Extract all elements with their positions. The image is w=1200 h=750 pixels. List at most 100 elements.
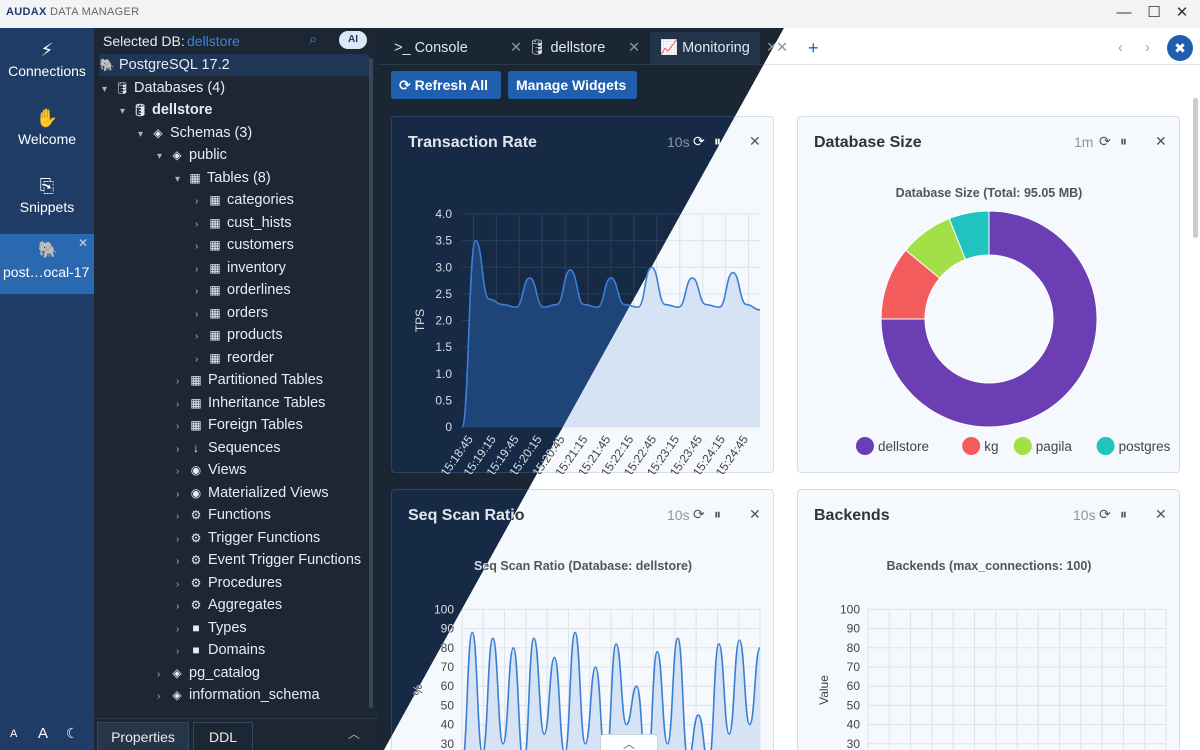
refresh-icon[interactable]: ⟳ [693,133,705,149]
layers-icon: ◈ [172,666,182,680]
tree-server[interactable]: 🐘 PostgreSQL 17.2 [99,54,369,76]
rail-connections[interactable]: ⚡ Connections [0,40,94,79]
rail-snippets[interactable]: ⎘ Snippets [0,176,94,215]
chevron-up-icon[interactable]: ︿ [348,727,361,741]
tree-sequences[interactable]: › ↓ Sequences [176,437,281,459]
tree-materialized-views[interactable]: › ◉ Materialized Views [176,482,329,504]
tree-schemas[interactable]: ▾ ◈ Schemas (3) [138,122,252,144]
tree-schema-public[interactable]: ▾ ◈ public [157,144,227,166]
tree-db-dellstore[interactable]: ▾ 🛢 dellstore [120,99,212,121]
tree-table-inventory[interactable]: › ▦ inventory [195,257,286,279]
close-card-icon[interactable]: ✕ [1155,133,1167,149]
main-scrollbar[interactable] [1193,98,1198,238]
pause-icon[interactable]: ⏸ [714,133,721,149]
refresh-icon[interactable]: ⟳ [693,506,705,522]
tree-types[interactable]: › ■ Types [176,617,247,639]
tree-schema-pg-catalog[interactable]: › ◈ pg_catalog [157,662,260,684]
database-icon: 🛢 [528,40,547,56]
font-decrease-button[interactable]: A [10,728,18,740]
tree-node-label: Domains [208,642,266,658]
tree-functions[interactable]: › ⚙ Functions [176,504,271,526]
refresh-icon: ⟳ [399,77,411,93]
tree-foreign-tables[interactable]: › ▦ Foreign Tables [176,414,303,436]
refresh-all-button[interactable]: ⟳ Refresh All [391,71,501,99]
y-tick-label: 40 [441,718,455,732]
tree-node-label: categories [227,192,294,208]
gear-icon: ⚙ [190,508,202,522]
chart-title: Backends (max_connections: 100) [887,559,1092,573]
left-rail: ⚡ Connections ✋ Welcome ⎘ Snippets 🐘 ✕ p… [0,28,94,750]
selected-db-value[interactable]: dellstore [187,33,240,49]
manage-widgets-button[interactable]: Manage Widgets [508,71,637,99]
tab-console[interactable]: >_ Console✕ [394,40,523,56]
tree-table-products[interactable]: › ▦ products [195,324,283,346]
refresh-interval[interactable]: 10s [667,134,690,150]
tree-table-reorder[interactable]: › ▦ reorder [195,347,274,369]
pause-icon[interactable]: ⏸ [1120,506,1127,522]
y-tick-label: 60 [847,679,861,693]
close-card-icon[interactable]: ✕ [749,133,761,149]
refresh-interval[interactable]: 10s [1073,507,1096,523]
pause-icon[interactable]: ⏸ [1120,133,1127,149]
tree-trigger-functions[interactable]: › ⚙ Trigger Functions [176,527,320,549]
close-card-icon[interactable]: ✕ [1155,506,1167,522]
table-icon: ▦ [209,328,221,342]
y-tick-label: 70 [441,660,455,674]
refresh-icon[interactable]: ⟳ [1099,133,1111,149]
y-tick-label: 90 [847,622,861,636]
close-connection-icon[interactable]: ✕ [77,236,88,250]
tab-ddl[interactable]: DDL [193,722,253,750]
legend-label: pagila [1036,439,1073,454]
tree-tables[interactable]: ▾ ▦ Tables (8) [175,167,271,189]
legend-swatch [962,437,981,455]
tree-table-orderlines[interactable]: › ▦ orderlines [195,279,291,301]
tools-icon[interactable]: ✖ [1167,35,1193,61]
tree-node-label: Partitioned Tables [208,372,324,388]
chevron-left-icon[interactable]: ‹ [1118,40,1123,56]
maximize-icon[interactable]: ☐ [1147,4,1161,21]
tab-properties[interactable]: Properties [97,722,189,750]
tree-aggregates[interactable]: › ⚙ Aggregates [176,594,282,616]
database-size-card: Database Size 1m ⟳ ⏸ ✕ Database Size (To… [797,116,1180,473]
tree-inheritance-tables[interactable]: › ▦ Inheritance Tables [176,392,325,414]
tree-databases[interactable]: ▾ 🛢 Databases (4) [102,77,225,99]
tree-views[interactable]: › ◉ Views [176,459,246,481]
tree-table-categories[interactable]: › ▦ categories [195,189,294,211]
tab-dellstore[interactable]: 🛢 dellstore✕ [528,40,641,56]
refresh-interval[interactable]: 10s [667,507,690,523]
table-icon: ▦ [209,305,221,320]
search-icon[interactable]: ⌕ [309,31,318,48]
card-title: Backends [814,507,890,524]
close-window-icon[interactable]: ✕ [1175,4,1189,21]
tree-scrollbar[interactable] [369,58,373,708]
tab-monitoring[interactable]: 📈 Monitoring✕ [650,32,778,64]
table-icon: ▦ [190,418,202,432]
rail-welcome[interactable]: ✋ Welcome [0,108,94,147]
legend-swatch [1013,437,1032,455]
close-card-icon[interactable]: ✕ [749,506,761,522]
font-increase-button[interactable]: A [38,725,49,742]
wave-hand-icon: ✋ [35,108,59,128]
tree-procedures[interactable]: › ⚙ Procedures [176,572,282,594]
tree-table-customers[interactable]: › ▦ customers [195,234,294,256]
tree-table-cust_hists[interactable]: › ▦ cust_hists [195,212,291,234]
moon-icon[interactable]: ☾ [66,725,79,741]
y-tick-label: 2.5 [435,287,452,301]
tree-schema-information-schema[interactable]: › ◈ information_schema [157,684,320,706]
tree-partitioned-tables[interactable]: › ▦ Partitioned Tables [176,369,323,391]
refresh-icon[interactable]: ⟳ [1099,506,1111,522]
ai-toggle-icon[interactable]: AI [339,31,367,49]
minimize-icon[interactable]: — [1116,4,1132,21]
y-tick-label: 100 [434,602,454,616]
chevron-up-icon[interactable]: ︿ [600,734,658,750]
new-tab-button[interactable]: + [808,38,819,58]
tree-domains[interactable]: › ■ Domains [176,639,265,661]
refresh-interval[interactable]: 1m [1074,134,1094,150]
button-label: Manage Widgets [516,77,627,93]
chevron-right-icon[interactable]: › [1145,40,1150,56]
card-title: Seq Scan Ratio [408,507,525,524]
rail-connection-postgres[interactable]: 🐘 ✕ post…ocal-17 [0,234,94,294]
tree-event-trigger-functions[interactable]: › ⚙ Event Trigger Functions [176,549,361,571]
tree-table-orders[interactable]: › ▦ orders [195,302,268,324]
pause-icon[interactable]: ⏸ [714,506,721,522]
